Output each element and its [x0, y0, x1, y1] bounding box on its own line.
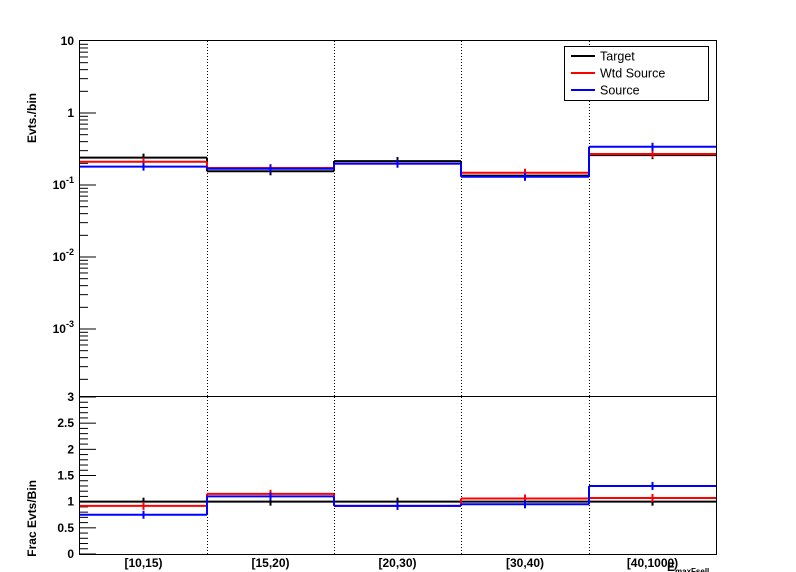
bottom-y-tick-label: 0.5 — [57, 521, 74, 535]
legend-label-source: Source — [600, 84, 640, 98]
top-y-tick-label: 10-2 — [53, 247, 74, 264]
bottom-y-tick-label: 1 — [67, 495, 74, 509]
x-tick-label: [15,20) — [251, 556, 289, 570]
x-tick-label: [40,1000) — [627, 556, 678, 570]
top-y-axis-title: Evts./bin — [25, 93, 39, 143]
bottom-y-tick-label: 2 — [67, 442, 74, 456]
top-y-tick-label: 10-1 — [53, 175, 74, 192]
x-tick-label: [10,15) — [124, 556, 162, 570]
bottom-y-axis-title: Frac Evts/Bin — [25, 480, 39, 557]
top-y-tick-label: 1 — [67, 106, 74, 120]
legend-label-target: Target — [600, 50, 635, 64]
bottom-y-tick-label: 1.5 — [57, 469, 74, 483]
top-y-tick-label: 10 — [61, 34, 75, 48]
x-tick-label: [30,40) — [506, 556, 544, 570]
x-tick-label: [20,30) — [378, 556, 416, 570]
bottom-y-tick-label: 3 — [67, 390, 74, 404]
legend-label-wtd-source: Wtd Source — [600, 67, 665, 81]
bottom-plot-frame — [79, 396, 717, 555]
bottom-y-tick-label: 0 — [67, 547, 74, 561]
top-y-tick-label: 10-3 — [53, 319, 74, 336]
bottom-y-tick-label: 2.5 — [57, 416, 74, 430]
x-axis-title: EmaxFsell — [667, 560, 709, 572]
legend: Target Wtd Source Source — [564, 46, 709, 101]
